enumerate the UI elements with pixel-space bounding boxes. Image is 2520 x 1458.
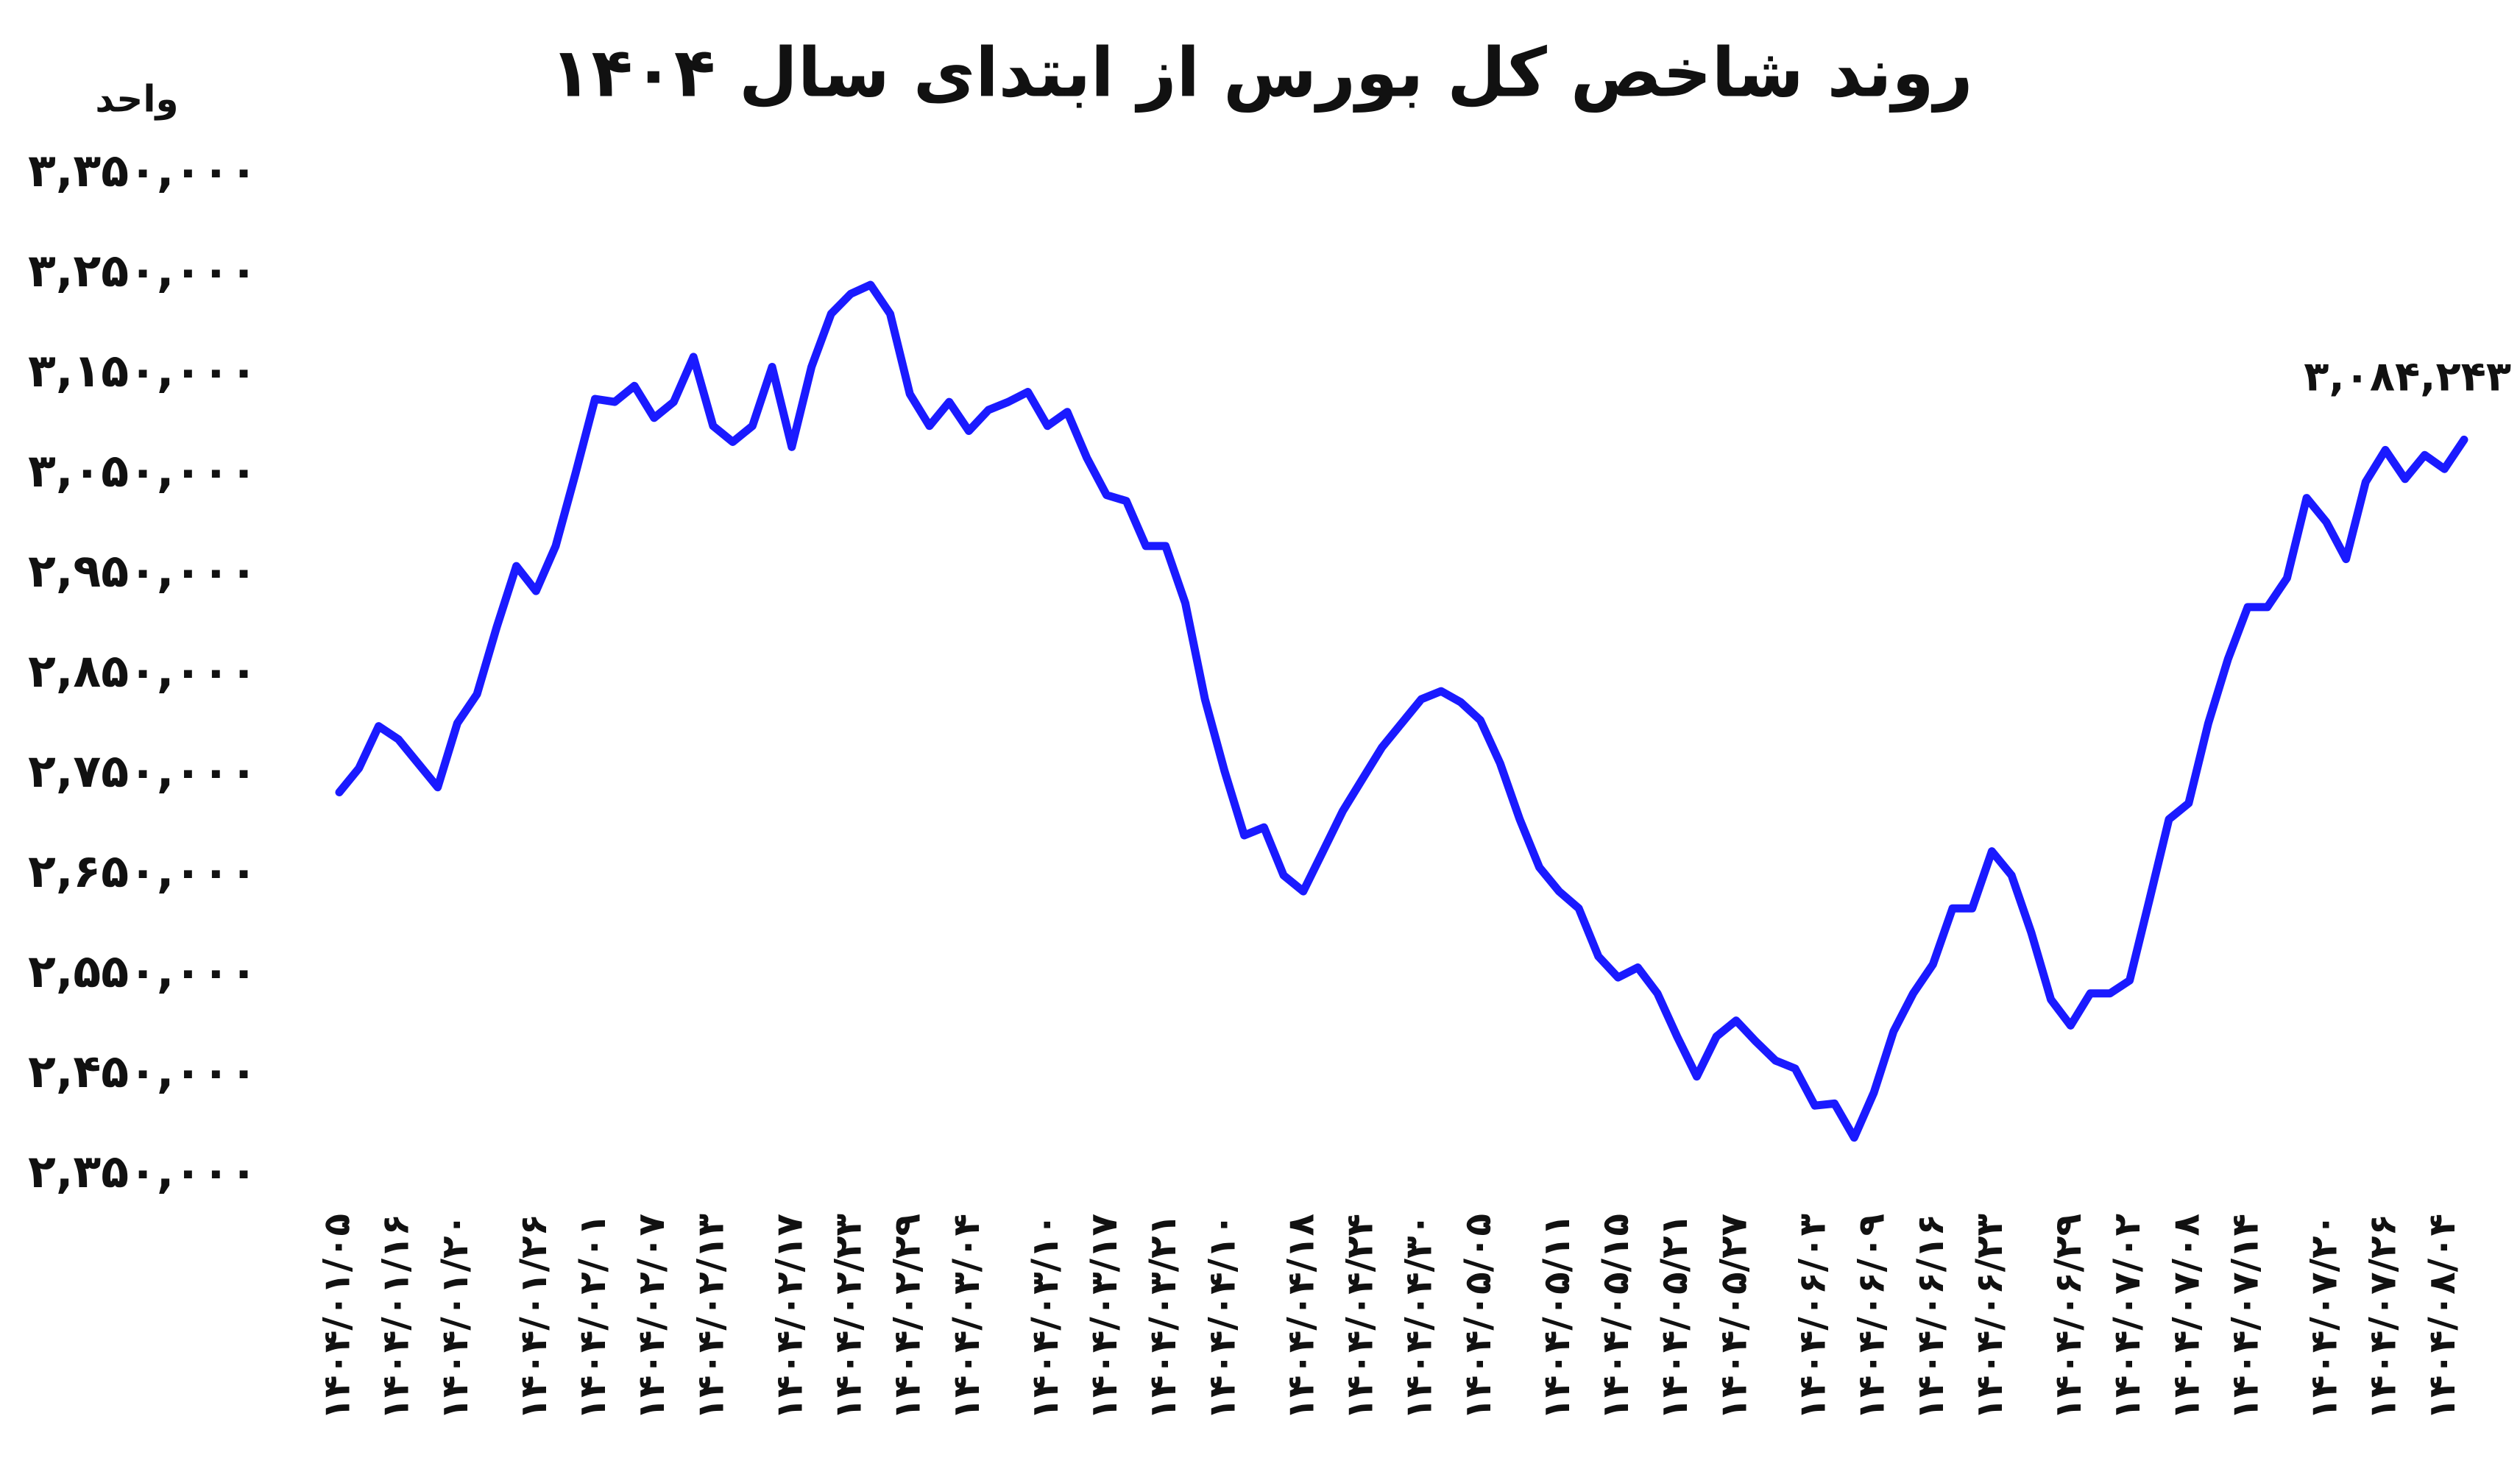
y-axis-unit: واحد: [95, 78, 178, 121]
chart-title: روند شاخص کل بورس از ابتدای سال ۱۴۰۴: [550, 33, 1972, 113]
last-value-annotation: ۳,۰۸۴,۲۴۳: [2304, 353, 2511, 401]
x-tick-label: ۱۴۰۴/۰۵/۱۱: [1535, 1214, 1578, 1420]
x-tick-label: ۱۴۰۴/۰۸/۰۴: [2421, 1214, 2463, 1420]
x-tick-label: ۱۴۰۴/۰۵/۲۷: [1712, 1214, 1755, 1420]
y-tick-label: ۲,۶۵۰,۰۰۰: [28, 844, 258, 898]
x-tick-label: ۱۴۰۴/۰۶/۲۳: [1968, 1214, 2011, 1420]
y-tick-label: ۳,۲۵۰,۰۰۰: [28, 244, 258, 297]
x-tick-label: ۱۴۰۴/۰۵/۱۵: [1594, 1214, 1637, 1420]
x-tick-label: ۱۴۰۴/۰۲/۰۱: [571, 1214, 614, 1420]
x-tick-label: ۱۴۰۴/۰۲/۱۳: [689, 1214, 732, 1420]
x-tick-label: ۱۴۰۴/۰۵/۲۱: [1653, 1214, 1696, 1420]
y-tick-label: ۲,۴۵۰,۰۰۰: [28, 1044, 258, 1098]
x-tick-label: ۱۴۰۴/۰۲/۲۳: [827, 1214, 870, 1420]
y-tick-label: ۲,۸۵۰,۰۰۰: [28, 644, 258, 698]
x-tick-label: ۱۴۰۴/۰۶/۱۶: [1909, 1214, 1952, 1420]
x-tick-label: ۱۴۰۴/۰۳/۰۴: [945, 1214, 988, 1420]
y-tick-label: ۲,۵۵۰,۰۰۰: [28, 944, 258, 998]
x-tick-label: ۱۴۰۴/۰۳/۱۰: [1024, 1214, 1066, 1420]
y-tick-label: ۳,۰۵۰,۰۰۰: [28, 444, 258, 498]
x-tick-label: ۱۴۰۴/۰۴/۳۰: [1398, 1214, 1440, 1420]
y-tick-label: ۳,۱۵۰,۰۰۰: [28, 344, 258, 397]
x-tick-label: ۱۴۰۴/۰۲/۲۹: [886, 1214, 929, 1420]
x-tick-label: ۱۴۰۴/۰۷/۱۴: [2223, 1214, 2266, 1420]
y-tick-label: ۲,۷۵۰,۰۰۰: [28, 744, 258, 798]
y-tick-label: ۲,۹۵۰,۰۰۰: [28, 544, 258, 598]
x-tick-label: ۱۴۰۴/۰۴/۱۸: [1279, 1214, 1322, 1420]
x-tick-label: ۱۴۰۴/۰۳/۱۷: [1083, 1214, 1125, 1420]
x-tick-label: ۱۴۰۴/۰۳/۲۱: [1142, 1214, 1184, 1420]
x-tick-label: ۱۴۰۴/۰۵/۰۵: [1457, 1214, 1499, 1420]
x-tick-label: ۱۴۰۴/۰۲/۱۷: [768, 1214, 810, 1420]
x-tick-label: ۱۴۰۴/۰۶/۰۳: [1791, 1214, 1833, 1420]
y-tick-label: ۲,۳۵۰,۰۰۰: [28, 1144, 258, 1198]
x-tick-label: ۱۴۰۴/۰۶/۲۹: [2047, 1214, 2089, 1420]
x-tick-label: ۱۴۰۴/۰۱/۲۰: [433, 1214, 476, 1420]
x-tick-label: ۱۴۰۴/۰۶/۰۹: [1850, 1214, 1893, 1420]
x-tick-label: ۱۴۰۴/۰۴/۲۴: [1339, 1214, 1381, 1420]
x-tick-label: ۱۴۰۴/۰۷/۲۶: [2362, 1214, 2404, 1420]
x-tick-label: ۱۴۰۴/۰۱/۱۶: [375, 1214, 417, 1420]
x-tick-label: ۱۴۰۴/۰۷/۰۲: [2106, 1214, 2148, 1420]
x-tick-label: ۱۴۰۴/۰۲/۰۷: [630, 1214, 673, 1420]
x-tick-label: ۱۴۰۴/۰۷/۲۰: [2302, 1214, 2345, 1420]
index-line: [335, 280, 2468, 1142]
x-tick-label: ۱۴۰۴/۰۴/۱۰: [1200, 1214, 1243, 1420]
y-tick-label: ۳,۳۵۰,۰۰۰: [28, 144, 258, 197]
x-tick-label: ۱۴۰۴/۰۱/۲۶: [512, 1214, 555, 1420]
x-tick-label: ۱۴۰۴/۰۱/۰۵: [316, 1214, 358, 1420]
x-tick-label: ۱۴۰۴/۰۷/۰۸: [2165, 1214, 2207, 1420]
